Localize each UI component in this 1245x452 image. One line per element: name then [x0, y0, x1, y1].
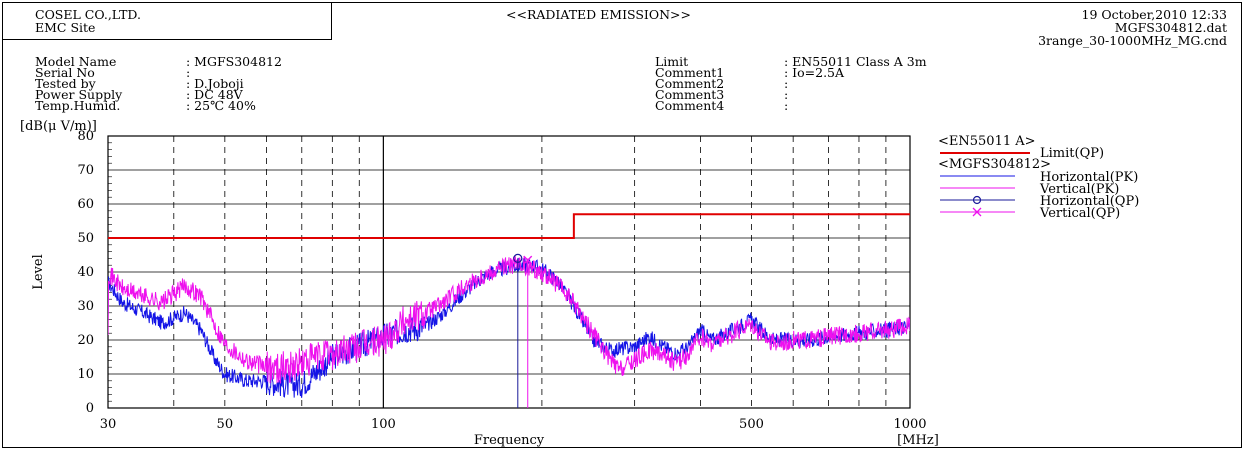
info-label: Temp.Humid. — [35, 98, 121, 113]
site-name: EMC Site — [35, 20, 96, 35]
info-value: : — [784, 87, 789, 102]
x-axis-title: Frequency — [474, 433, 545, 448]
info-label: Serial No — [35, 65, 95, 80]
legend-vqp-marker — [972, 207, 982, 217]
y-tick-label: 50 — [77, 231, 94, 246]
legend-hpk-label: Horizontal(PK) — [1040, 170, 1138, 185]
horizontal-pk-line — [108, 256, 910, 398]
info-label: Comment1 — [655, 65, 725, 80]
x-tick-label: 100 — [371, 417, 396, 432]
y-tick-label: 30 — [77, 299, 94, 314]
data-file-name: MGFS304812.dat — [1114, 20, 1227, 35]
limit-line — [108, 213, 910, 239]
info-value: : MGFS304812 — [186, 54, 282, 69]
info-label: Comment2 — [655, 76, 725, 91]
y-axis-title: Level — [31, 254, 46, 290]
chart-ticks: 0 10 20 30 40 50 60 70 80 30 50 100 500 1000 [dB(μ V/m… — [20, 119, 939, 448]
y-tick-label: 10 — [77, 367, 94, 382]
chart-legend: <EN55011 A>Limit(QP)<MGFS304812>Horizont… — [938, 134, 1139, 221]
legend-vpk-label: Vertical(PK) — [1039, 182, 1119, 197]
vertical-pk-line — [108, 256, 910, 384]
y-tick-label: 60 — [77, 197, 94, 212]
info-value: : — [784, 98, 789, 113]
report-title: <<RADIATED EMISSION>> — [506, 7, 691, 22]
report-datetime: 19 October,2010 12:33 — [1081, 7, 1227, 22]
legend-vqp-label: Vertical(QP) — [1039, 206, 1120, 221]
y-tick-label: 80 — [77, 129, 94, 144]
info-value: : 25℃ 40% — [186, 98, 256, 113]
x-tick-label: 1000 — [893, 417, 926, 432]
x-tick-label: 500 — [739, 417, 764, 432]
info-value: : — [784, 76, 789, 91]
vertical-qp-marker — [523, 255, 533, 265]
condition-file-name: 3range_30-1000MHz_MG.cnd — [1038, 33, 1227, 48]
x-axis-unit: [MHz] — [897, 433, 939, 448]
info-value: : Io=2.5A — [784, 65, 845, 80]
horizontal-qp-marker — [513, 253, 523, 263]
chart-series — [108, 213, 910, 398]
info-label: Tested by — [35, 76, 96, 91]
y-tick-label: 20 — [77, 333, 94, 348]
chart-markers — [513, 253, 533, 408]
company-name: COSEL CO.,LTD. — [35, 7, 141, 22]
x-tick-label: 50 — [217, 417, 234, 432]
y-tick-label: 70 — [77, 163, 94, 178]
info-value: : DC 48V — [186, 87, 243, 102]
legend-hqp-marker — [972, 195, 982, 205]
info-label: Limit — [655, 54, 689, 69]
info-value: : EN55011 Class A 3m — [784, 54, 927, 69]
company-box — [2, 2, 332, 40]
legend-hqp-label: Horizontal(QP) — [1040, 194, 1139, 209]
info-label: Comment3 — [655, 87, 725, 102]
info-label: Comment4 — [655, 98, 725, 113]
info-label: Power Supply — [35, 87, 123, 102]
legend-group-eut: <MGFS304812> — [938, 157, 1051, 172]
y-tick-label: 0 — [86, 401, 94, 416]
x-tick-label: 30 — [100, 417, 117, 432]
plot-border — [107, 135, 911, 409]
legend-limit-label: Limit(QP) — [1040, 146, 1104, 161]
info-value: : — [186, 65, 191, 80]
y-axis-unit: [dB(μ V/m)] — [20, 119, 97, 134]
info-value: : D.Joboji — [186, 76, 244, 91]
info-label: Model Name — [35, 54, 117, 69]
chart-grid — [107, 135, 911, 409]
y-tick-label: 40 — [77, 265, 94, 280]
legend-group-limit: <EN55011 A> — [938, 134, 1036, 149]
